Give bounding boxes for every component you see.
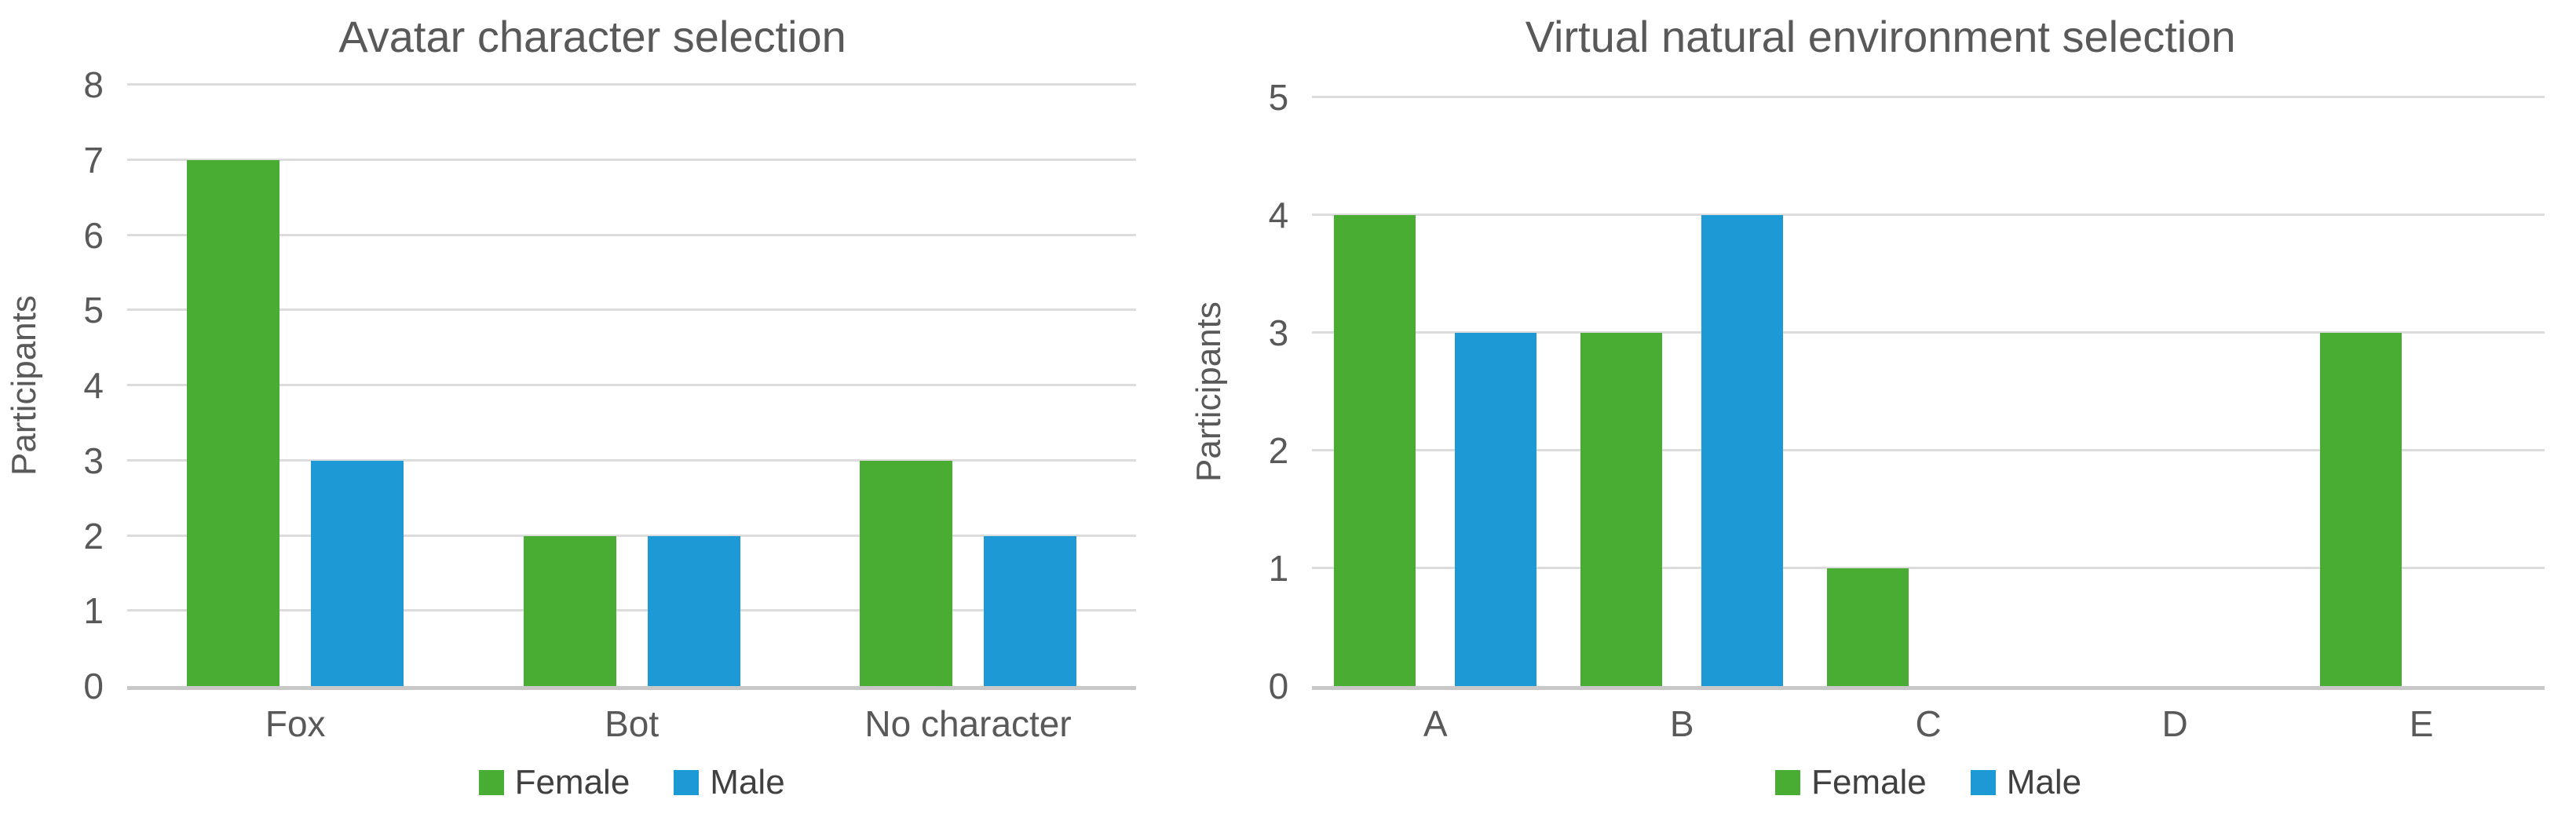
- bar-female: [860, 460, 953, 686]
- bar-male: [311, 460, 404, 686]
- x-axis-labels: A B C D E: [1312, 706, 2545, 742]
- y-tick-label: 5: [1268, 77, 1289, 118]
- gridline: [1312, 449, 2545, 451]
- gridline: [1312, 567, 2545, 569]
- legend-item-male: Male: [674, 763, 785, 801]
- x-axis-category-label: D: [2161, 703, 2188, 744]
- y-tick-label: 7: [83, 139, 104, 181]
- gridline: [1312, 214, 2545, 216]
- legend-label: Male: [2006, 763, 2082, 801]
- y-tick-label: 3: [1268, 312, 1289, 353]
- x-axis-category-label: E: [2409, 703, 2434, 744]
- bar-female: [1580, 333, 1663, 686]
- y-tick-label: 3: [83, 440, 104, 481]
- y-tick-label: 1: [1268, 548, 1289, 589]
- plot-area: [1312, 96, 2545, 690]
- y-tick-label: 1: [83, 590, 104, 632]
- bar-group: [2052, 97, 2298, 686]
- x-axis-category-label: A: [1423, 703, 1448, 744]
- gridline: [127, 83, 1137, 86]
- chart-title: Virtual natural environment selection: [1525, 12, 2236, 61]
- bar-group: [1312, 97, 1558, 686]
- bar-female: [1334, 215, 1416, 686]
- chart-body: Participants 0 1 2 3 4 5 A B C D E Female Male: [1185, 79, 2576, 800]
- chart-body: Participants 0 1 2 3 4 5 6 7 8 Fox Bot No characte…: [0, 67, 1185, 800]
- y-tick-label: 2: [83, 515, 104, 557]
- legend-item-female: Female: [478, 763, 630, 801]
- bar-groups: [127, 85, 1136, 686]
- bar-male: [1455, 333, 1537, 686]
- bar-female: [2320, 333, 2402, 686]
- y-tick-label: 2: [1268, 430, 1289, 471]
- chart-virtual-environment-selection: Virtual natural environment selection Pa…: [1185, 5, 2576, 814]
- chart-title: Avatar character selection: [338, 12, 846, 61]
- legend: Female Male: [127, 765, 1136, 800]
- bar-group: [800, 85, 1136, 686]
- x-axis-category-label: C: [1915, 703, 1942, 744]
- bar-group: [463, 85, 799, 686]
- bar-male: [1701, 215, 1784, 686]
- x-axis-category-label: Fox: [265, 703, 326, 744]
- bar-female: [187, 159, 280, 686]
- gridline: [127, 534, 1137, 537]
- legend-item-male: Male: [1970, 763, 2082, 801]
- gridline: [127, 308, 1137, 312]
- legend-swatch-male: [674, 770, 700, 795]
- gridline: [127, 458, 1137, 462]
- gridline: [1312, 96, 2545, 98]
- y-tick-label: 4: [1268, 195, 1289, 235]
- x-axis-category-label: Bot: [605, 703, 660, 744]
- bar-group: [1558, 97, 1805, 686]
- plot-column: Fox Bot No character Female Male: [127, 83, 1137, 800]
- x-axis-category-label: No character: [864, 703, 1072, 744]
- bar-group: [2298, 97, 2545, 686]
- gridline: [127, 158, 1137, 161]
- plot-area: [127, 83, 1137, 690]
- chart-avatar-character-selection: Avatar character selection Participants …: [0, 5, 1185, 814]
- gridline: [1312, 331, 2545, 334]
- bar-group: [1805, 97, 2052, 686]
- legend-swatch-female: [1775, 770, 1801, 795]
- legend-item-female: Female: [1775, 765, 1927, 800]
- legend-label: Female: [1811, 763, 1927, 801]
- bar-female: [523, 535, 616, 686]
- gridline: [127, 384, 1137, 386]
- y-axis-ticks: 0 1 2 3 4 5: [1233, 79, 1312, 704]
- gridline: [127, 233, 1137, 236]
- y-tick-label: 6: [83, 214, 104, 256]
- legend-label: Male: [710, 763, 785, 801]
- legend: Female Male: [1312, 765, 2545, 800]
- legend-swatch-female: [478, 770, 504, 795]
- y-tick-label: 4: [83, 365, 104, 406]
- bar-group: [127, 85, 463, 686]
- x-axis-category-label: B: [1669, 703, 1694, 744]
- bar-male: [647, 535, 740, 686]
- legend-label: Female: [514, 763, 630, 801]
- bar-female: [1827, 568, 1909, 686]
- plot-column: A B C D E Female Male: [1312, 96, 2545, 800]
- y-axis-ticks: 0 1 2 3 4 5 6 7 8: [49, 67, 127, 704]
- y-tick-label: 0: [83, 666, 104, 706]
- bar-male: [984, 535, 1077, 686]
- bar-groups: [1312, 97, 2545, 686]
- x-axis-labels: Fox Bot No character: [127, 706, 1136, 742]
- legend-swatch-male: [1970, 770, 1996, 795]
- y-tick-label: 5: [83, 290, 104, 331]
- y-axis-title: Participants: [5, 295, 43, 476]
- y-tick-label: 0: [1268, 666, 1289, 706]
- y-axis-title: Participants: [1189, 301, 1229, 482]
- y-tick-label: 8: [83, 64, 104, 105]
- gridline: [127, 609, 1137, 612]
